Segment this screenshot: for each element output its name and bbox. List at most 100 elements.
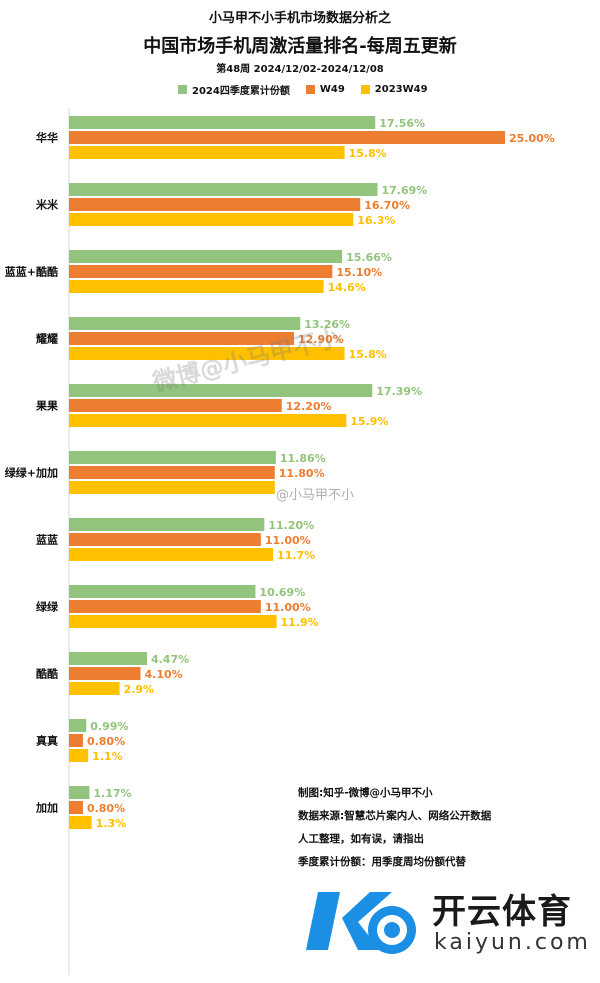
- category-label: 耀耀: [36, 332, 58, 346]
- note-line: 人工整理，如有误，请指出: [298, 833, 424, 845]
- bar: [69, 801, 83, 814]
- bar: [69, 719, 87, 732]
- watermark-small: @小马甲不小: [276, 488, 355, 503]
- bar: [69, 414, 347, 427]
- data-label: 15.66%: [346, 251, 392, 264]
- category-label: 米米: [35, 198, 59, 212]
- legend-item-2023w49: 2023W49: [360, 82, 428, 97]
- legend-item-w49: W49: [305, 82, 345, 97]
- bar: [69, 816, 92, 829]
- data-label: 2.9%: [124, 683, 155, 696]
- data-label: 17.39%: [376, 385, 422, 398]
- legend-item-2024q4: 2024四季度累计份额: [178, 82, 290, 97]
- bar: [69, 682, 120, 695]
- category-label: 绿绿: [36, 600, 59, 614]
- week-range: 第48周 2024/12/02-2024/12/08: [216, 64, 384, 75]
- note-line: 制图:知乎-微博@小马甲不小: [298, 787, 433, 799]
- data-label: 1.17%: [93, 787, 131, 800]
- bar: [69, 466, 275, 479]
- bar: [69, 481, 275, 494]
- bar: [69, 146, 345, 159]
- bar: [69, 317, 301, 330]
- category-label: 华华: [36, 131, 58, 145]
- note-line: 数据来源:智慧芯片案内人、网络公开数据: [298, 810, 492, 822]
- data-label: 1.3%: [96, 817, 127, 830]
- chart-notes: 制图:知乎-微博@小马甲不小 数据来源:智慧芯片案内人、网络公开数据 人工整理，…: [298, 782, 491, 874]
- note-line: 季度累计份额：用季度周均份额代替: [298, 856, 466, 868]
- data-label: 11.7%: [277, 549, 315, 562]
- bar: [69, 183, 378, 196]
- logo-text: 开云体育: [432, 892, 572, 932]
- legend-swatch-2023w49: [360, 85, 370, 94]
- data-label: 11.00%: [265, 601, 311, 614]
- data-label: 0.80%: [87, 735, 125, 748]
- bar: [69, 734, 83, 747]
- bar: [69, 667, 141, 680]
- data-label: 15.9%: [350, 415, 388, 428]
- legend-swatch-2024q4: [178, 85, 187, 94]
- category-label: 果果: [35, 400, 58, 413]
- category-label: 酷酷: [36, 667, 58, 681]
- bar: [69, 749, 89, 762]
- bar: [69, 533, 261, 546]
- data-label: 14.6%: [328, 281, 366, 294]
- category-label: 加加: [35, 801, 58, 815]
- data-label: 25.00%: [509, 132, 555, 145]
- data-label: 11.80%: [279, 467, 325, 480]
- data-label: 15.10%: [336, 266, 382, 279]
- data-label: 4.10%: [145, 668, 183, 681]
- bar: [69, 332, 294, 345]
- data-label: 16.3%: [357, 214, 395, 227]
- data-label: 10.69%: [259, 586, 305, 599]
- data-label: 11.86%: [280, 452, 326, 465]
- bar: [69, 585, 256, 598]
- data-label: 4.47%: [151, 653, 189, 666]
- data-label: 12.20%: [286, 400, 332, 413]
- chart-subtitle: 小马甲不小手机市场数据分析之: [208, 11, 391, 26]
- data-label: 17.69%: [382, 184, 428, 197]
- chart-title: 中国市场手机周激活量排名-每周五更新: [143, 36, 457, 57]
- bar: [69, 116, 376, 129]
- bar: [69, 198, 361, 211]
- bar: [69, 131, 505, 144]
- data-label: 11.9%: [281, 616, 319, 629]
- category-label: 真真: [36, 734, 58, 748]
- bar: [69, 518, 265, 531]
- logo-subtext: kaiyun.com: [434, 930, 591, 955]
- legend-label-2024q4: 2024四季度累计份额: [192, 86, 290, 97]
- bar: [69, 600, 261, 613]
- bar: [69, 347, 345, 360]
- bar: [69, 213, 354, 226]
- chart-legend: 2024四季度累计份额 W49 2023W49: [178, 82, 428, 97]
- bar: [69, 615, 277, 628]
- bar: [69, 399, 282, 412]
- data-label: 0.80%: [87, 802, 125, 815]
- data-label: 0.99%: [90, 720, 128, 733]
- bar: [69, 384, 373, 397]
- legend-label-2023w49: 2023W49: [374, 84, 428, 95]
- category-label: 蓝蓝+酷酷: [5, 265, 58, 279]
- data-label: 12.90%: [298, 333, 344, 346]
- legend-swatch-w49: [305, 85, 315, 94]
- bar: [69, 652, 147, 665]
- data-label: 16.70%: [364, 199, 410, 212]
- brand-logo: 开云体育 kaiyun.com: [300, 878, 590, 968]
- logo-mark-icon: [306, 892, 416, 954]
- data-label: 11.20%: [268, 519, 314, 532]
- bar: [69, 265, 333, 278]
- category-label: 蓝蓝: [36, 533, 58, 547]
- bar: [69, 250, 343, 263]
- legend-label-w49: W49: [319, 84, 345, 95]
- bar: [69, 280, 324, 293]
- bar: [69, 548, 274, 561]
- bar: [69, 786, 90, 799]
- data-label: 15.8%: [349, 348, 387, 361]
- data-label: 11.00%: [265, 534, 311, 547]
- category-label: 绿绿+加加: [5, 466, 58, 480]
- data-label: 17.56%: [379, 117, 425, 130]
- data-label: 1.1%: [92, 750, 123, 763]
- bar: [69, 451, 276, 464]
- data-label: 13.26%: [304, 318, 350, 331]
- data-label: 15.8%: [349, 147, 387, 160]
